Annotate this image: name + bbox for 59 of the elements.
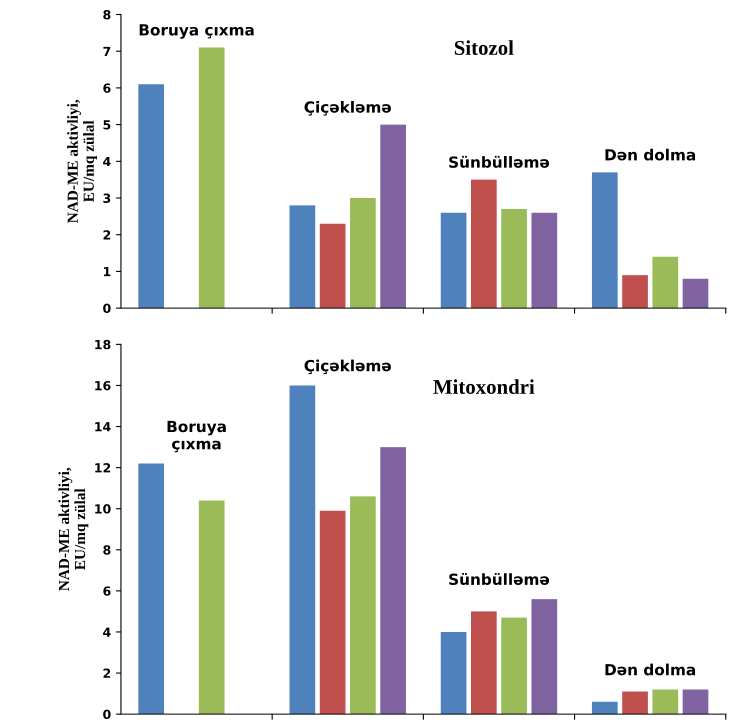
x-tick-label: Sünbülləmə (449, 573, 550, 586)
bar (682, 689, 708, 714)
x-tick-label: Çiçəkləmə (304, 101, 391, 116)
x-tick-label: Dən dolma (605, 148, 696, 161)
x-tick-label: Dən dolma (605, 664, 696, 676)
bar (501, 618, 527, 714)
y-tick-label: 14 (95, 422, 111, 432)
y-tick-label: 4 (103, 156, 111, 166)
bar (138, 464, 164, 714)
y-axis-title: NAD-ME aktivliyi, EU/mq zülal (58, 468, 88, 591)
bar (592, 172, 618, 308)
bar (531, 599, 558, 714)
bar (380, 447, 406, 714)
y-tick-label: 1 (104, 267, 110, 276)
bar (320, 510, 346, 714)
bar (380, 124, 406, 308)
y-axis-title: NAD-ME aktivliyi, EU/mq zülal (67, 100, 97, 223)
y-tick-label: 12 (95, 463, 110, 472)
y-tick-label: 16 (95, 380, 111, 390)
bar (470, 611, 497, 714)
y-tick-label: 8 (103, 545, 110, 555)
bar (470, 180, 497, 308)
y-tick-label: 0 (103, 710, 111, 720)
bar (592, 702, 618, 714)
bar (350, 496, 376, 714)
y-tick-label: 0 (103, 304, 111, 314)
y-tick-label: 2 (104, 230, 110, 240)
bar (138, 84, 164, 308)
y-tick-label: 3 (103, 193, 110, 203)
y-tick-label: 6 (103, 586, 111, 596)
bar (350, 198, 376, 308)
y-tick-label: 10 (95, 504, 111, 514)
bar (440, 212, 466, 308)
bar (290, 385, 316, 714)
x-tick-label: Boruya çıxma (140, 24, 254, 39)
bar (652, 256, 678, 308)
bar (440, 632, 466, 714)
bar (198, 500, 225, 714)
y-tick-label: 5 (104, 120, 110, 130)
x-tick-label: Sünbülləmə (449, 156, 550, 168)
x-tick-label: Çiçəkləmə (304, 360, 391, 374)
bar (682, 278, 708, 308)
text: Sitozol (454, 40, 514, 55)
y-tick-label: 2 (104, 668, 110, 678)
bar (652, 689, 678, 714)
y-tick-label: 4 (103, 628, 111, 637)
bar (501, 209, 527, 308)
bar (290, 205, 316, 308)
y-tick-label: 18 (95, 340, 110, 350)
y-tick-label: 8 (103, 10, 110, 20)
text: Mitoxondri (433, 379, 534, 394)
x-tick-label: Boruya çıxma (168, 420, 226, 452)
bar (198, 48, 225, 308)
bar (622, 692, 648, 714)
bar (320, 224, 346, 308)
y-tick-label: 6 (103, 83, 111, 93)
bar (531, 212, 558, 308)
y-tick-label: 7 (103, 46, 110, 56)
bar (622, 275, 648, 308)
